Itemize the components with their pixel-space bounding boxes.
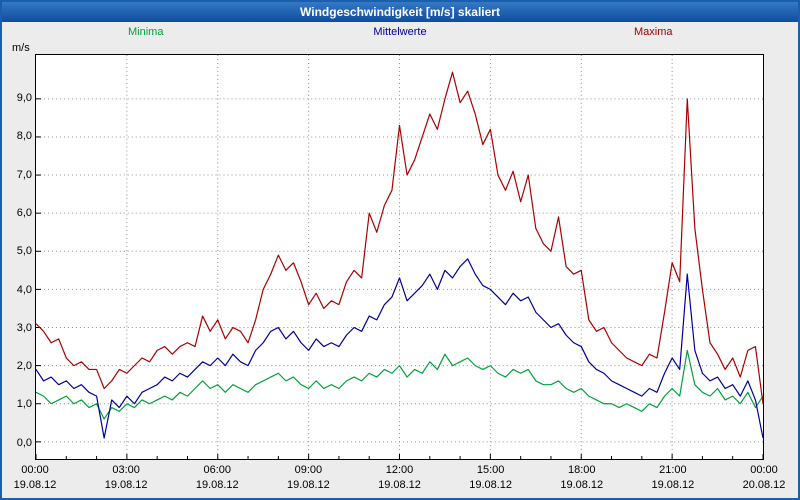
x-tick-date-label: 19.08.12: [378, 479, 421, 491]
x-tick-date-label: 20.08.12: [742, 479, 786, 491]
y-tick-label: 4,0: [16, 283, 32, 296]
x-tick-time-label: 00:00: [21, 464, 49, 476]
x-tick-date-label: 19.08.12: [560, 479, 604, 491]
y-axis-unit-label: m/s: [12, 42, 30, 54]
y-tick-label: 3,0: [16, 321, 32, 334]
plot-area: [35, 54, 764, 460]
series-line-maxima: [36, 71, 763, 404]
x-tick-time-label: 18:00: [567, 464, 596, 476]
x-tick-time-label: 12:00: [385, 464, 414, 476]
y-tick-label: 9,0: [16, 92, 32, 105]
wind-speed-line-chart: [36, 55, 763, 459]
x-tick-time-label: 03:00: [112, 464, 140, 476]
legend-item-maxima: Maxima: [634, 26, 673, 38]
y-tick-label: 1,0: [16, 398, 32, 411]
window-title-bar: Windgeschwindigkeit [m/s] skaliert: [2, 2, 798, 22]
series-line-minima: [36, 349, 763, 420]
legend-item-minima: Minima: [128, 26, 164, 38]
x-tick-time-label: 00:00: [750, 464, 778, 476]
x-tick-date-label: 19.08.12: [651, 479, 695, 491]
y-tick-label: 2,0: [16, 360, 32, 373]
x-tick-date-label: 19.08.12: [104, 479, 148, 491]
x-tick-time-label: 15:00: [476, 464, 505, 476]
y-tick-label: 0,0: [16, 436, 32, 449]
x-tick-time-label: 09:00: [294, 464, 323, 476]
x-tick-date-label: 19.08.12: [286, 479, 330, 491]
x-tick-time-label: 06:00: [203, 464, 232, 476]
y-tick-label: 5,0: [16, 245, 32, 258]
y-tick-label: 7,0: [16, 168, 32, 181]
legend-item-mittelwerte: Mittelwerte: [373, 26, 427, 38]
series-line-mittelwerte: [36, 258, 763, 439]
x-tick-date-label: 19.08.12: [469, 479, 513, 491]
x-tick-time-label: 21:00: [659, 464, 687, 476]
x-tick-date-label: 19.08.12: [195, 479, 239, 491]
y-tick-label: 6,0: [16, 206, 32, 219]
chart-legend: Minima Mittelwerte Maxima: [2, 26, 798, 42]
y-tick-label: 8,0: [16, 130, 32, 143]
x-tick-date-label: 19.08.12: [13, 479, 57, 491]
window-title: Windgeschwindigkeit [m/s] skaliert: [300, 5, 500, 19]
